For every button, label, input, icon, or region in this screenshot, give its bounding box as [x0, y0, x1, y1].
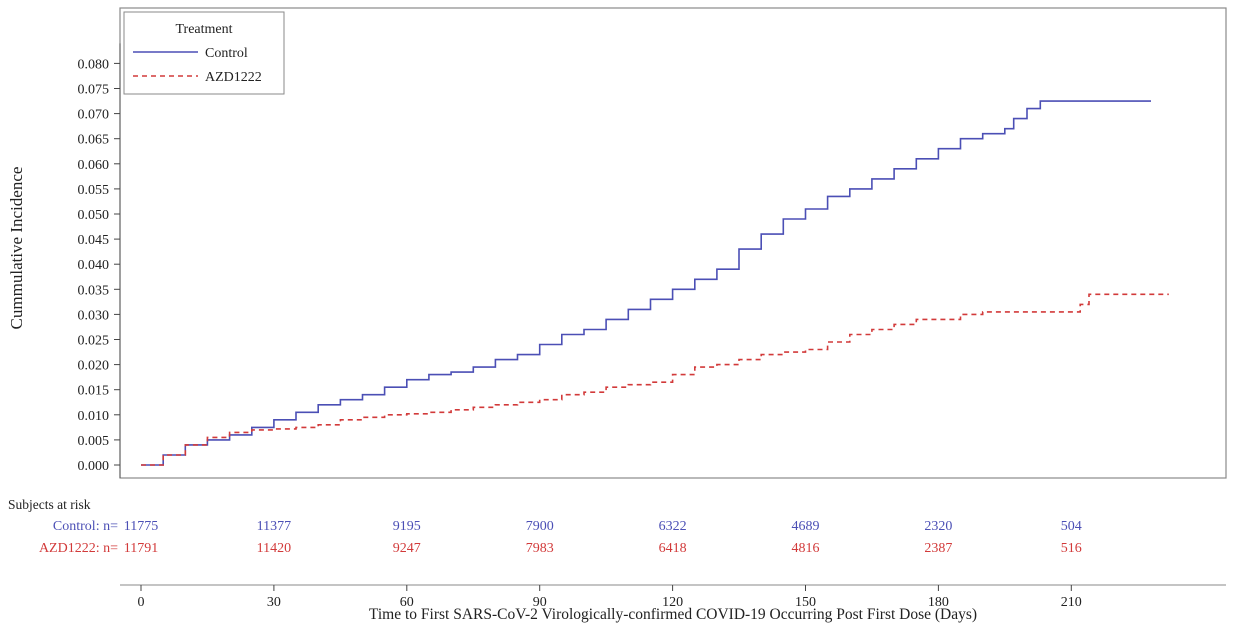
at-risk-value: 4689: [792, 519, 820, 534]
y-tick-label: 0.030: [78, 308, 110, 323]
series-layer: [141, 100, 1169, 466]
at-risk-value: 6418: [659, 541, 687, 556]
x-axis: 0 30 60 90 120 150 180 210: [120, 584, 1226, 610]
series-line-control: [141, 100, 1151, 466]
y-tick-label: 0.050: [78, 208, 110, 223]
x-axis-label: Time to First SARS-CoV-2 Virologically-c…: [369, 606, 977, 623]
x-tick-label: 0: [138, 595, 145, 610]
legend-box: [123, 11, 285, 95]
at-risk-value: 11775: [124, 519, 158, 534]
at-risk-value: 11791: [124, 541, 158, 556]
y-tick-label: 0.005: [78, 434, 110, 449]
at-risk-value: 504: [1061, 519, 1082, 534]
at-risk-value: 7900: [526, 519, 554, 534]
at-risk-value: 11377: [257, 519, 291, 534]
x-tick-label: 120: [662, 595, 683, 610]
x-tick-label: 180: [928, 595, 949, 610]
at-risk-row-label: Control: n=: [53, 519, 118, 534]
y-tick-label: 0.080: [78, 57, 110, 72]
legend-entry-azd1222: AZD1222: [205, 70, 262, 85]
at-risk-value: 9247: [393, 541, 421, 556]
x-tick-label: 210: [1061, 595, 1082, 610]
at-risk-value: 516: [1061, 541, 1082, 556]
y-tick-label: 0.070: [78, 108, 110, 123]
at-risk-value: 2320: [924, 519, 952, 534]
at-risk-heading: Subjects at risk: [8, 497, 91, 512]
x-tick-label: 90: [533, 595, 547, 610]
at-risk-value: 4816: [792, 541, 820, 556]
y-axis: 0.000 0.005 0.010 0.015 0.020 0.025 0.030 0.035…: [78, 43, 121, 478]
series-line-azd1222: [141, 293, 1169, 466]
at-risk-value: 9195: [393, 519, 421, 534]
legend-entry-control: Control: [205, 46, 248, 61]
y-tick-label: 0.060: [78, 158, 110, 173]
y-tick-label: 0.015: [78, 384, 110, 399]
y-tick-label: 0.075: [78, 83, 110, 98]
y-tick-label: 0.010: [78, 409, 110, 424]
y-tick-label: 0.040: [78, 258, 110, 273]
y-axis-label: Cummulative Incidence: [7, 167, 26, 330]
legend-title: Treatment: [175, 22, 232, 37]
y-tick-label: 0.045: [78, 233, 110, 248]
x-tick-label: 150: [795, 595, 816, 610]
legend: Treatment Control AZD1222: [123, 11, 285, 95]
at-risk-value: 7983: [526, 541, 554, 556]
y-tick-label: 0.000: [78, 459, 110, 474]
y-tick-label: 0.025: [78, 334, 110, 349]
y-tick-label: 0.035: [78, 283, 110, 298]
y-tick-label: 0.065: [78, 133, 110, 148]
at-risk-row-label: AZD1222: n=: [39, 541, 118, 556]
at-risk-value: 11420: [257, 541, 291, 556]
plot-frame: [119, 7, 1227, 479]
x-tick-label: 60: [400, 595, 414, 610]
at-risk-value: 6322: [659, 519, 687, 534]
at-risk-value: 2387: [924, 541, 952, 556]
y-tick-label: 0.020: [78, 359, 110, 374]
y-tick-label: 0.055: [78, 183, 110, 198]
x-tick-label: 30: [267, 595, 281, 610]
at-risk-table: Subjects at risk Control: n= 11775 11377 919…: [8, 497, 1082, 556]
